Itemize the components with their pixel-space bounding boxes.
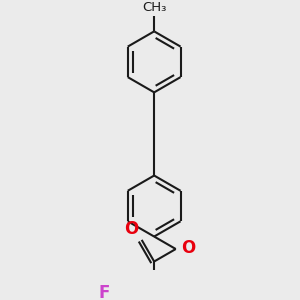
- Text: O: O: [124, 220, 138, 238]
- Text: F: F: [98, 284, 110, 300]
- Text: O: O: [181, 239, 195, 257]
- Text: CH₃: CH₃: [142, 1, 166, 14]
